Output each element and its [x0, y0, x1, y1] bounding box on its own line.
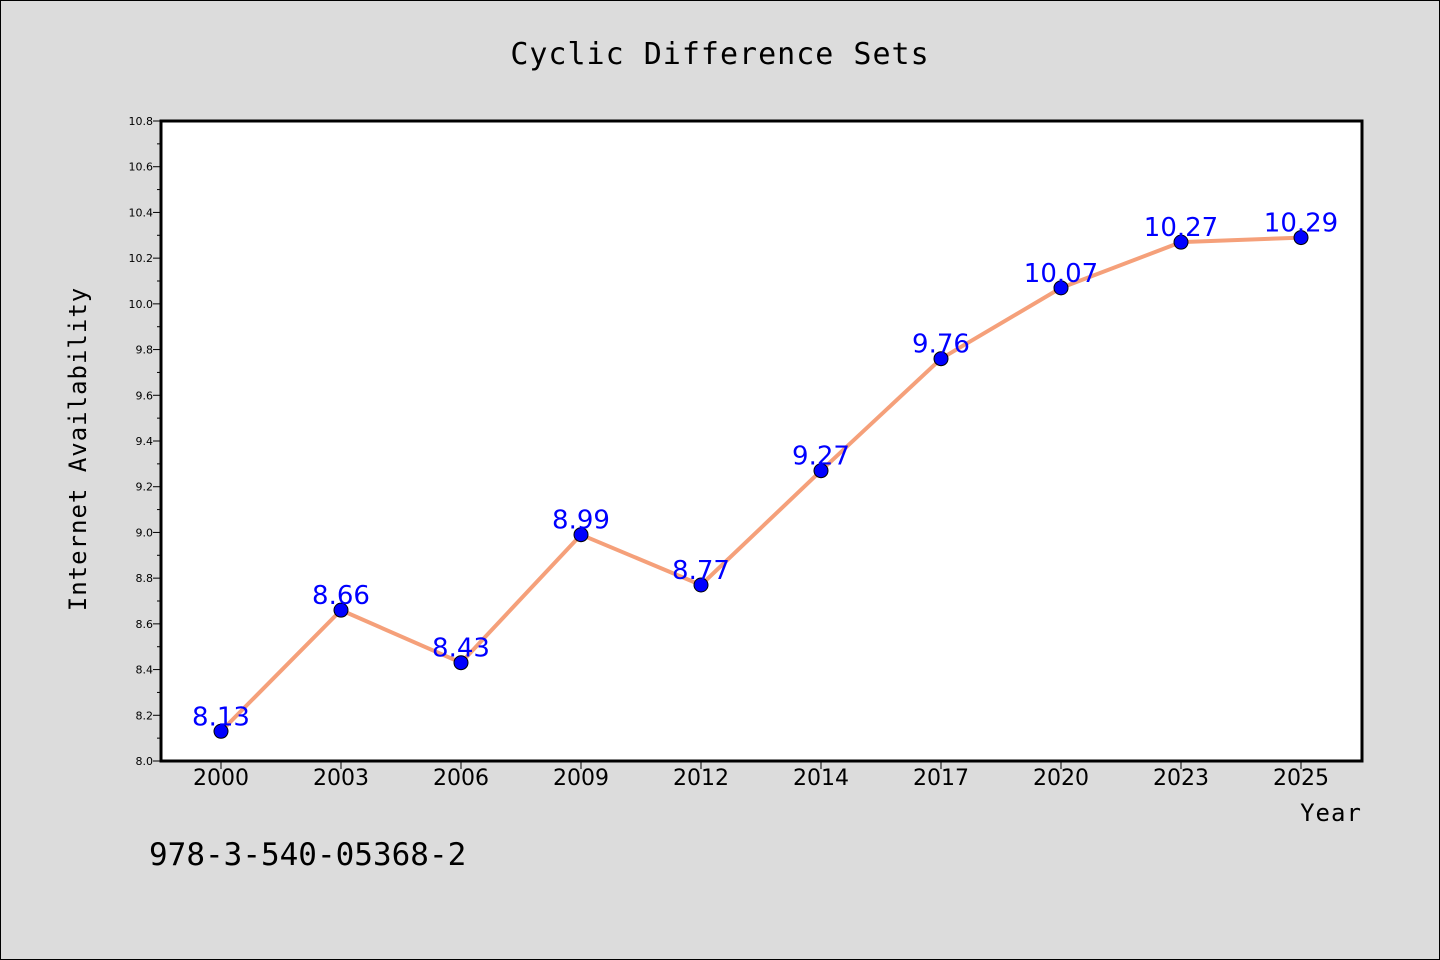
y-tick-label: 8.0: [136, 755, 154, 768]
data-label: 10.27: [1144, 213, 1218, 243]
data-point-marker: [1053, 280, 1069, 296]
data-point-marker: [1173, 234, 1189, 250]
y-tick-label: 8.4: [136, 664, 154, 677]
x-axis: 2000 2003 2006 2009 2012 2014 2017 2020 2023 2025: [193, 761, 1329, 791]
x-tick-label: 2003: [313, 766, 369, 791]
y-tick-label: 9.8: [136, 344, 154, 357]
chart-title: Cyclic Difference Sets: [510, 37, 929, 72]
data-point-marker: [813, 463, 829, 479]
data-label: 8.13: [192, 702, 250, 732]
data-label: 8.77: [672, 556, 730, 586]
y-tick-label: 10.4: [129, 206, 154, 219]
y-tick-label: 10.6: [129, 161, 154, 174]
x-tick-label: 2020: [1033, 766, 1089, 791]
data-point-marker: [333, 602, 349, 618]
x-tick-label: 2000: [193, 766, 249, 791]
y-tick-label: 10.0: [129, 298, 154, 311]
footnote-isbn: 978-3-540-05368-2: [149, 837, 466, 873]
x-tick-label: 2006: [433, 766, 489, 791]
x-tick-label: 2023: [1153, 766, 1209, 791]
data-label: 8.43: [432, 634, 490, 664]
data-label: 8.99: [552, 506, 610, 536]
y-tick-label: 8.6: [136, 618, 154, 631]
y-tick-label: 8.8: [136, 572, 154, 585]
data-point-marker: [693, 577, 709, 593]
data-label: 8.66: [312, 581, 370, 611]
y-tick-label: 10.2: [129, 252, 154, 265]
plot-area: [159, 119, 1364, 763]
y-axis: 8.0 8.2 8.4 8.6 8.8 9.0 9.2 9.4 9.6 9.8 10.0 10.2 10…: [129, 115, 161, 768]
y-tick-label: 9.4: [136, 435, 154, 448]
y-axis-title: Internet Availability: [64, 287, 92, 611]
data-point-marker: [573, 527, 589, 543]
series-line: [219, 235, 1303, 734]
data-label: 9.27: [792, 442, 850, 472]
data-point-marker: [453, 655, 469, 671]
data-point-marker: [1293, 230, 1309, 246]
x-tick-label: 2025: [1273, 766, 1329, 791]
x-tick-label: 2014: [793, 766, 849, 791]
y-tick-label: 10.8: [129, 115, 154, 128]
y-tick-label: 9.2: [136, 481, 154, 494]
x-axis-title: Year: [1300, 799, 1362, 827]
data-label: 10.07: [1024, 259, 1098, 289]
y-tick-label: 9.6: [136, 389, 154, 402]
data-label: 10.29: [1264, 209, 1338, 239]
y-tick-label: 8.2: [136, 709, 154, 722]
series-group: 8.13 8.66 8.43 8.99 8.77 9.27 9.76 10.07 10.27 10…: [192, 209, 1338, 739]
data-point-marker: [933, 351, 949, 367]
x-tick-label: 2012: [673, 766, 729, 791]
data-label: 9.76: [912, 330, 970, 360]
y-tick-label: 9.0: [136, 526, 154, 539]
x-tick-label: 2017: [913, 766, 969, 791]
data-point-marker: [213, 723, 229, 739]
x-tick-label: 2009: [553, 766, 609, 791]
